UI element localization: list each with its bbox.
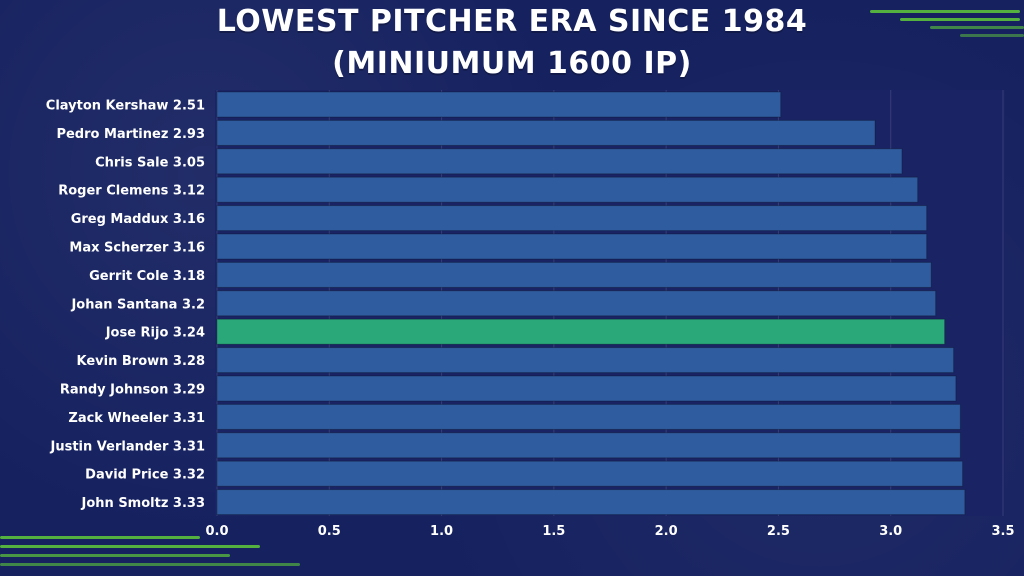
decorative-streak: [900, 18, 1020, 21]
x-tick-label: 0.5: [318, 524, 341, 539]
bar: [216, 375, 957, 402]
category-label: Kevin Brown 3.28: [77, 354, 206, 369]
decorative-streak: [0, 536, 200, 539]
chart-title: LOWEST PITCHER ERA SINCE 1984: [216, 4, 808, 39]
decorative-streak: [0, 554, 230, 557]
bar: [216, 176, 919, 203]
category-label: Roger Clemens 3.12: [58, 184, 205, 199]
chart-subtitle: (MINIUMUM 1600 IP): [332, 46, 692, 81]
decorative-streak: [930, 26, 1024, 29]
bar: [216, 489, 966, 516]
x-tick-label: 3.0: [879, 524, 902, 539]
category-label: Chris Sale 3.05: [95, 155, 205, 170]
category-label: Jose Rijo 3.24: [105, 326, 205, 341]
bar: [216, 460, 964, 487]
x-tick-label: 3.5: [991, 524, 1014, 539]
category-label: Justin Verlander 3.31: [50, 439, 205, 454]
x-tick-label: 0.0: [205, 524, 228, 539]
category-label: Randy Johnson 3.29: [60, 383, 205, 398]
decorative-streak: [960, 34, 1024, 37]
bar: [216, 233, 928, 260]
x-tick-label: 1.5: [542, 524, 565, 539]
x-tick-label: 2.5: [767, 524, 790, 539]
bar: [216, 205, 928, 232]
category-label: Gerrit Cole 3.18: [89, 269, 205, 284]
category-label: Johan Santana 3.2: [70, 297, 205, 312]
bar: [216, 290, 937, 317]
bar: [216, 261, 932, 288]
decorative-streak: [870, 10, 1020, 13]
bar: [216, 347, 955, 374]
bar: [216, 119, 876, 146]
category-label: Clayton Kershaw 2.51: [46, 99, 205, 114]
x-tick-label: 2.0: [655, 524, 678, 539]
decorative-streak: [0, 545, 260, 548]
category-label: Zack Wheeler 3.31: [68, 411, 205, 426]
category-label: Max Scherzer 3.16: [69, 241, 205, 256]
bar: [216, 403, 961, 430]
category-label: David Price 3.32: [85, 468, 205, 483]
bar: [216, 91, 782, 118]
bar-highlighted: [216, 318, 946, 345]
decorative-streak: [0, 563, 300, 566]
category-label: Greg Maddux 3.16: [71, 212, 205, 227]
category-label: Pedro Martinez 2.93: [56, 127, 205, 142]
bar: [216, 148, 903, 175]
bar: [216, 432, 961, 459]
x-tick-label: 1.0: [430, 524, 453, 539]
category-label: John Smoltz 3.33: [81, 496, 205, 511]
